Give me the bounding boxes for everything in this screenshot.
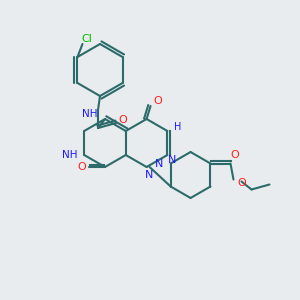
Text: N: N xyxy=(168,155,176,165)
Text: Cl: Cl xyxy=(81,34,92,44)
Text: O: O xyxy=(118,115,127,125)
Text: N: N xyxy=(154,159,163,169)
Text: N: N xyxy=(144,170,153,180)
Text: O: O xyxy=(153,96,162,106)
Text: O: O xyxy=(230,149,239,160)
Text: O: O xyxy=(78,162,86,172)
Text: H: H xyxy=(174,122,181,132)
Text: NH: NH xyxy=(82,109,98,119)
Text: O: O xyxy=(237,178,246,188)
Text: NH: NH xyxy=(62,150,78,160)
